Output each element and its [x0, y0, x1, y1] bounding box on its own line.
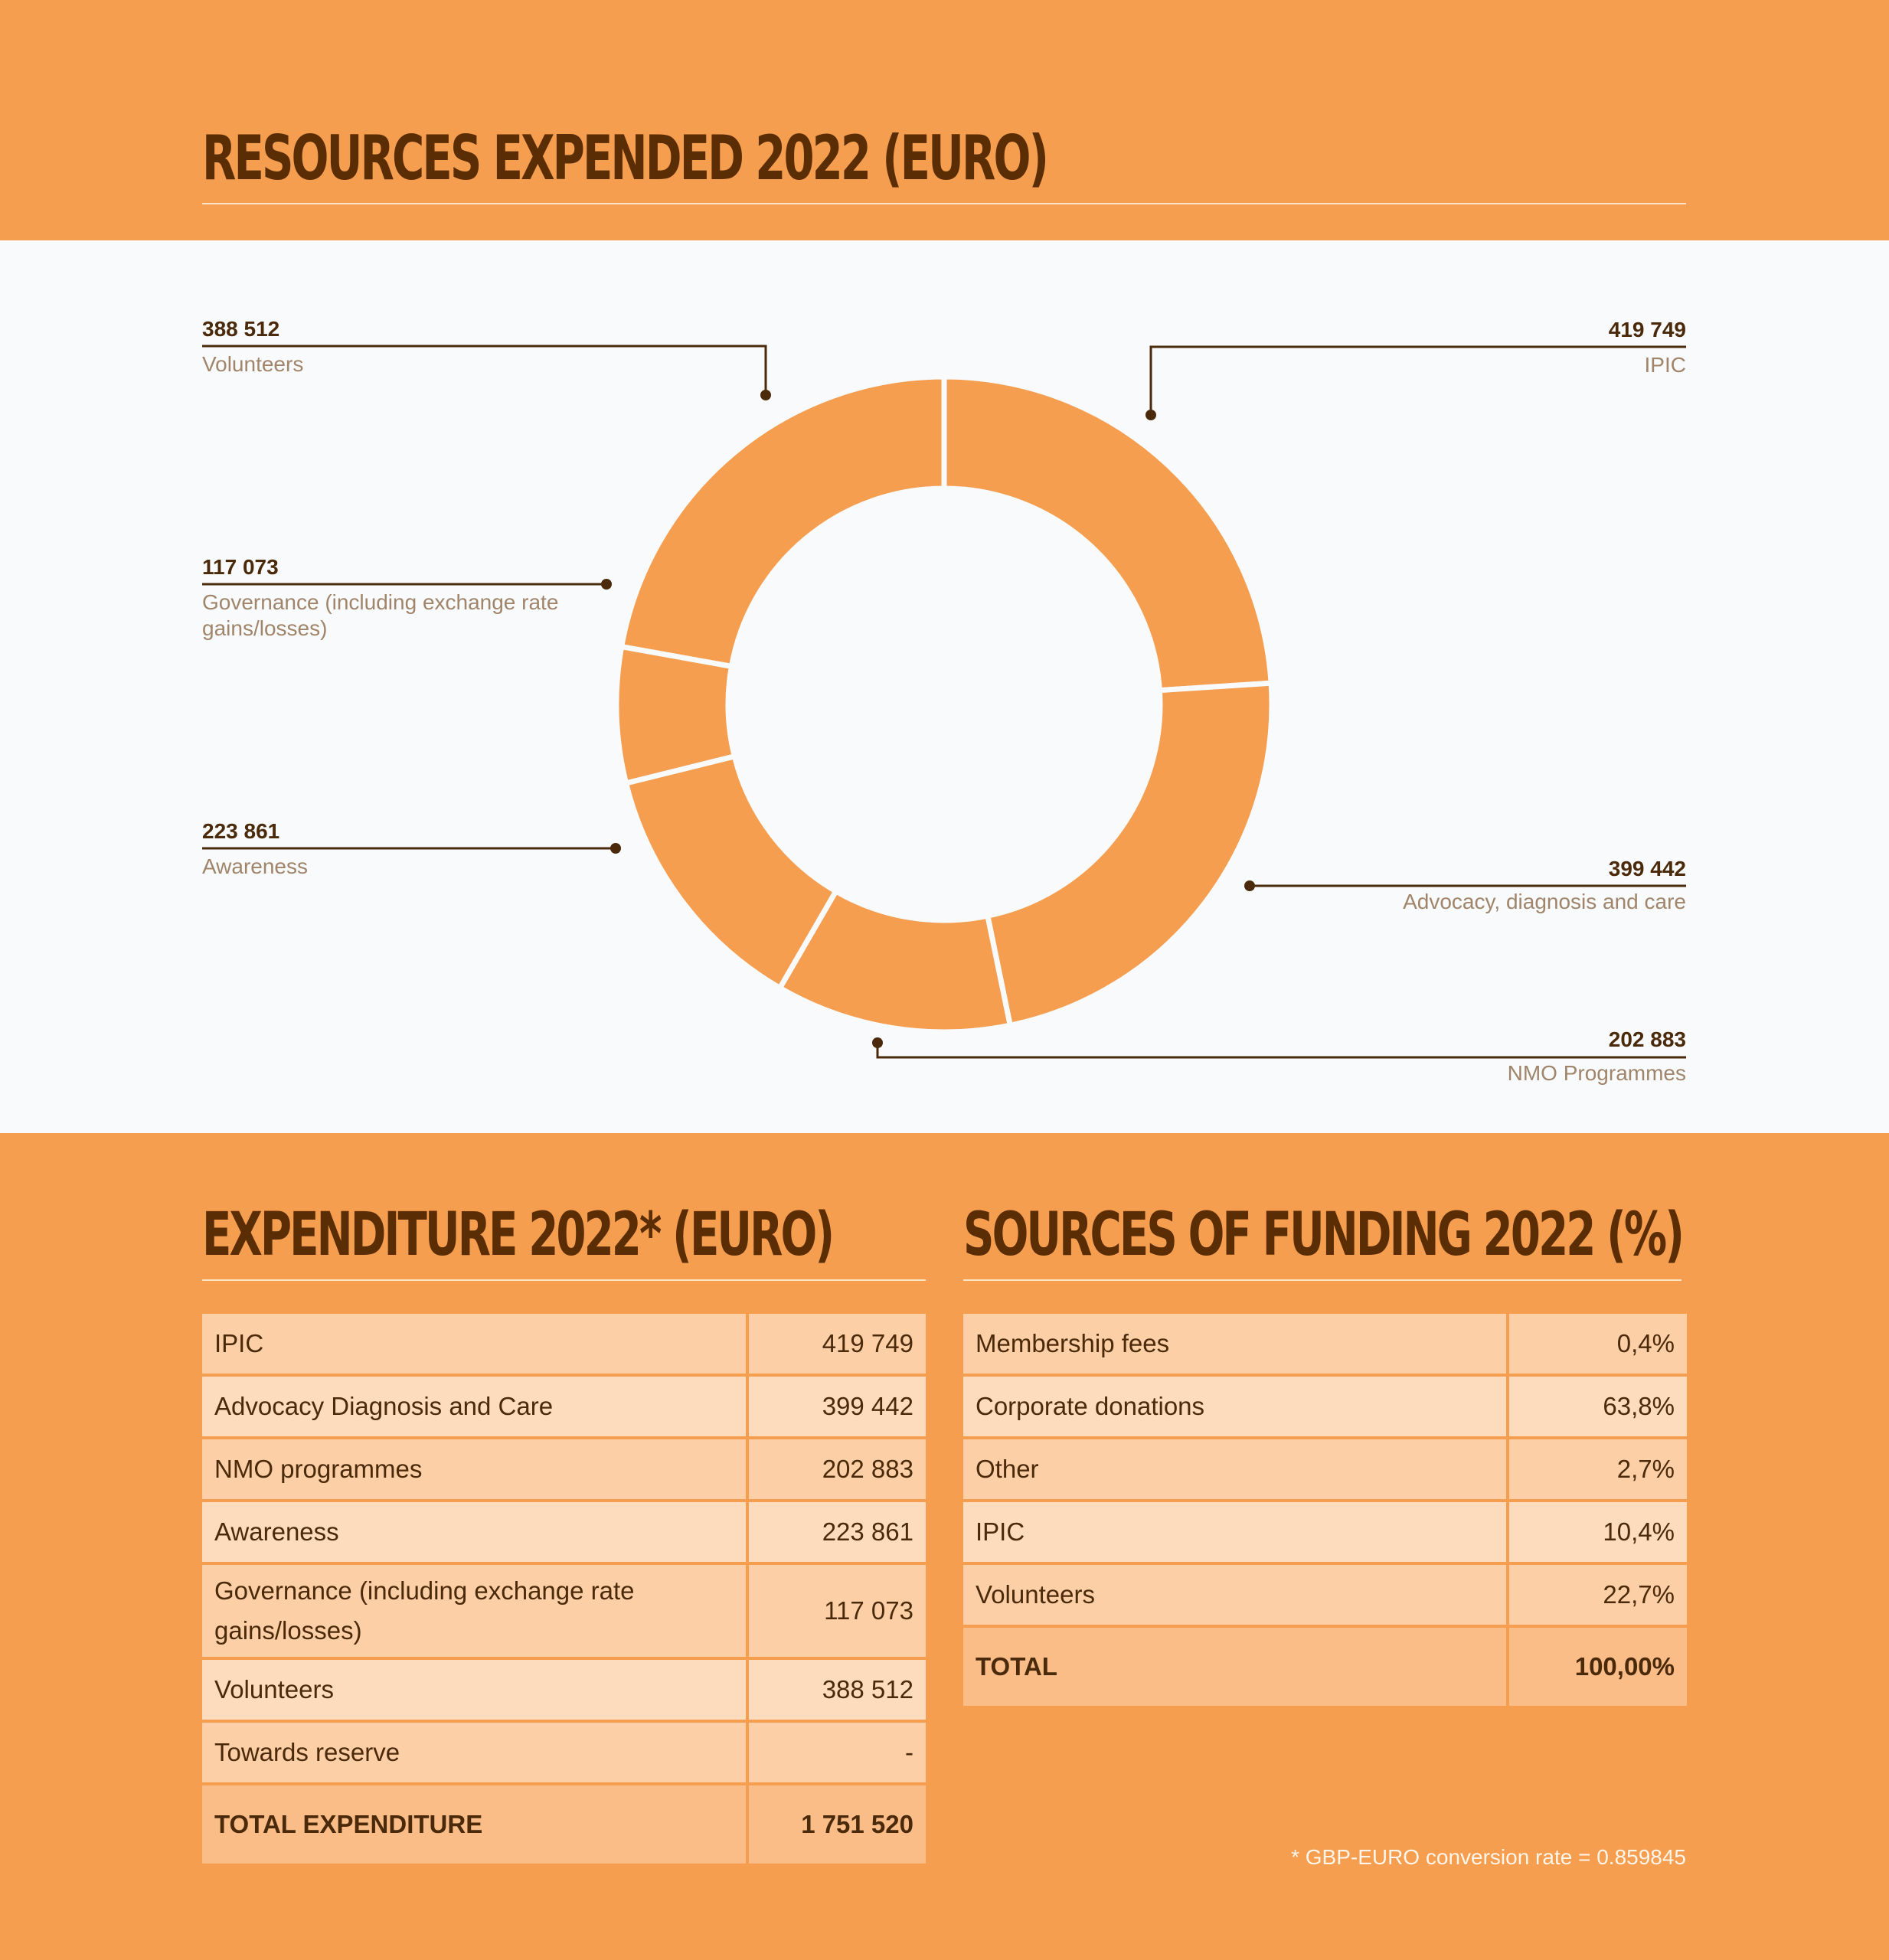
funding-value: 0,4%: [1506, 1311, 1690, 1377]
expenditure-total-label: TOTAL EXPENDITURE: [199, 1782, 749, 1867]
expenditure-value: 117 073: [745, 1562, 930, 1660]
expenditure-value: 419 749: [745, 1311, 930, 1377]
funding-label: IPIC: [959, 1499, 1510, 1565]
funding-total-value: 100,00%: [1506, 1625, 1690, 1709]
donut-slice-4: [613, 643, 738, 787]
leader-dot-governance: [601, 579, 612, 590]
funding-rule: [963, 1279, 1681, 1281]
expenditure-label: Volunteers: [199, 1657, 749, 1723]
leader-nmo: [876, 1043, 1686, 1059]
leader-dot-awareness: [610, 843, 621, 854]
leader-lines: [202, 345, 1686, 1059]
page-title: RESOURCES EXPENDED 2022 (EURO): [202, 122, 1049, 194]
label-value-advocacy: 399 442: [1608, 857, 1686, 880]
funding-label: Volunteers: [959, 1562, 1510, 1628]
label-value-ipic: 419 749: [1608, 318, 1686, 341]
donut-slice-1: [984, 680, 1275, 1029]
table-row: Awareness 223 861: [199, 1499, 930, 1565]
funding-label: Other: [959, 1436, 1510, 1502]
table-row: Volunteers 22,7%: [959, 1562, 1690, 1628]
table-row: IPIC 419 749: [199, 1311, 930, 1377]
table-row: Other 2,7%: [959, 1436, 1690, 1502]
footnote: * GBP-EURO conversion rate = 0.859845: [1291, 1845, 1686, 1869]
table-row: Membership fees 0,4%: [959, 1311, 1690, 1377]
leader-dot-nmo: [872, 1037, 883, 1048]
label-name-advocacy: Advocacy, diagnosis and care: [1403, 890, 1686, 913]
table-total-row: TOTAL 100,00%: [959, 1625, 1690, 1709]
expenditure-label: Advocacy Diagnosis and Care: [199, 1374, 749, 1439]
label-value-volunteers: 388 512: [202, 317, 280, 341]
table-row: IPIC 10,4%: [959, 1499, 1690, 1565]
label-name-volunteers: Volunteers: [202, 352, 304, 376]
expenditure-label: IPIC: [199, 1311, 749, 1377]
expenditure-label: Towards reserve: [199, 1720, 749, 1785]
funding-value: 2,7%: [1506, 1436, 1690, 1502]
funding-value: 10,4%: [1506, 1499, 1690, 1565]
label-name-nmo: NMO Programmes: [1507, 1061, 1686, 1085]
funding-value: 22,7%: [1506, 1562, 1690, 1628]
table-row: Governance (including exchange rate gain…: [199, 1562, 930, 1660]
leader-dot-advocacy: [1244, 880, 1255, 891]
table-row: NMO programmes 202 883: [199, 1436, 930, 1502]
expenditure-value: 388 512: [745, 1657, 930, 1723]
label-value-governance: 117 073: [202, 555, 279, 579]
table-row: Corporate donations 63,8%: [959, 1374, 1690, 1439]
title-rule: [202, 203, 1686, 204]
table-total-row: TOTAL EXPENDITURE 1 751 520: [199, 1782, 930, 1867]
funding-total-label: TOTAL: [959, 1625, 1510, 1709]
expenditure-title: EXPENDITURE 2022* (EURO): [202, 1200, 835, 1269]
expenditure-value: 223 861: [745, 1499, 930, 1565]
label-name-ipic: IPIC: [1644, 353, 1686, 377]
expenditure-value: -: [745, 1720, 930, 1785]
label-name-governance: Governance (including exchange rate gain…: [202, 590, 559, 640]
funding-label: Membership fees: [959, 1311, 1510, 1377]
table-row: Towards reserve -: [199, 1720, 930, 1785]
funding-table: Membership fees 0,4% Corporate donations…: [959, 1311, 1690, 1709]
leader-volunteers: [202, 345, 767, 395]
expenditure-table: IPIC 419 749 Advocacy Diagnosis and Care…: [199, 1311, 930, 1867]
donut-slice-0: [941, 374, 1274, 694]
label-value-awareness: 223 861: [202, 819, 280, 843]
expenditure-total-value: 1 751 520: [745, 1782, 930, 1867]
label-value-nmo: 202 883: [1608, 1027, 1686, 1051]
expenditure-value: 202 883: [745, 1436, 930, 1502]
table-row: Volunteers 388 512: [199, 1657, 930, 1723]
expenditure-rule: [202, 1279, 926, 1281]
funding-label: Corporate donations: [959, 1374, 1510, 1439]
label-name-awareness: Awareness: [202, 854, 309, 878]
donut-slices: [613, 374, 1275, 1035]
funding-title: SOURCES OF FUNDING 2022 (%): [963, 1200, 1685, 1269]
table-row: Advocacy Diagnosis and Care 399 442: [199, 1374, 930, 1439]
expenditure-value: 399 442: [745, 1374, 930, 1439]
expenditure-label: Governance (including exchange rate gain…: [199, 1562, 749, 1660]
donut-slice-5: [618, 374, 947, 670]
leader-dot-volunteers: [760, 390, 771, 400]
expenditure-label: Awareness: [199, 1499, 749, 1565]
expenditure-label: NMO programmes: [199, 1436, 749, 1502]
leader-dot-ipic: [1145, 410, 1156, 420]
funding-value: 63,8%: [1506, 1374, 1690, 1439]
leader-ipic: [1149, 345, 1686, 415]
